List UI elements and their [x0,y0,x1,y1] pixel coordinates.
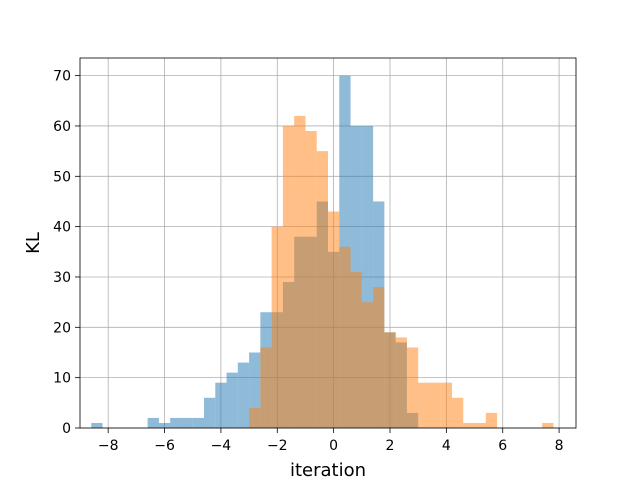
histogram-bar-series-1 [361,125,374,429]
x-tick-label: 6 [498,438,507,454]
x-axis-label: iteration [290,460,366,480]
histogram-bar-series-2 [350,271,362,428]
histogram-bar-series-2 [271,226,283,428]
histogram-bar-series-1 [226,372,238,428]
x-tick-label: 8 [555,438,564,454]
histogram-bar-series-2 [452,397,464,428]
histogram-bar-series-2 [485,412,498,428]
histogram-bar-series-2 [395,337,407,428]
y-tick-label: 40 [53,220,71,236]
histogram-bar-series-2 [418,382,430,428]
histogram-bar-series-1 [181,417,193,428]
histogram-bar-series-2 [474,422,486,428]
y-tick-label: 70 [53,69,71,85]
histogram-bar-series-1 [192,417,204,428]
histogram-bar-series-2 [282,125,295,429]
y-tick-label: 60 [53,119,71,135]
histogram-bar-series-2 [260,347,272,428]
histogram-bars [91,75,554,429]
histogram-bar-series-2 [249,407,261,428]
histogram-bar-series-2 [429,382,441,428]
x-tick-label: −8 [98,438,119,454]
histogram-bar-series-2 [440,382,452,428]
histogram-bar-series-2 [463,422,475,428]
x-tick-label: −2 [267,438,288,454]
x-tick-label: 0 [329,438,338,454]
histogram-bar-series-2 [294,115,306,428]
histogram-bar-series-1 [249,352,261,428]
histogram-bar-series-2 [328,211,340,428]
y-axis-ticks: 0 10 20 30 40 50 60 70 [53,69,80,437]
y-tick-label: 0 [62,421,71,437]
y-axis-label: KL [23,232,44,254]
histogram-bar-series-1 [204,397,216,428]
histogram-bar-series-1 [170,417,182,428]
histogram-bar-series-2 [316,151,328,428]
x-tick-label: −6 [154,438,175,454]
y-tick-label: 10 [53,371,71,387]
histogram-bar-series-1 [158,422,171,428]
histogram-bar-series-2 [406,347,419,428]
x-tick-label: −4 [211,438,232,454]
histogram-bar-series-1 [147,417,159,428]
y-tick-label: 20 [53,320,71,336]
histogram-bar-series-2 [361,302,374,428]
histogram-bar-series-2 [305,130,317,428]
histogram-bar-series-1 [237,362,250,428]
histogram-bar-series-2 [542,422,554,428]
x-tick-label: 4 [442,438,451,454]
x-axis-ticks: −8 −6 −4 −2 0 2 4 6 8 [98,428,564,454]
y-tick-label: 30 [53,270,71,286]
histogram-bar-series-2 [384,332,396,428]
x-tick-label: 2 [386,438,395,454]
histogram-bar-series-1 [91,422,103,428]
histogram-bar-series-1 [215,382,227,428]
y-tick-label: 50 [53,169,71,185]
plot-frame [79,57,577,429]
histogram-bar-series-2 [373,287,385,428]
histogram-bar-series-2 [339,246,351,428]
